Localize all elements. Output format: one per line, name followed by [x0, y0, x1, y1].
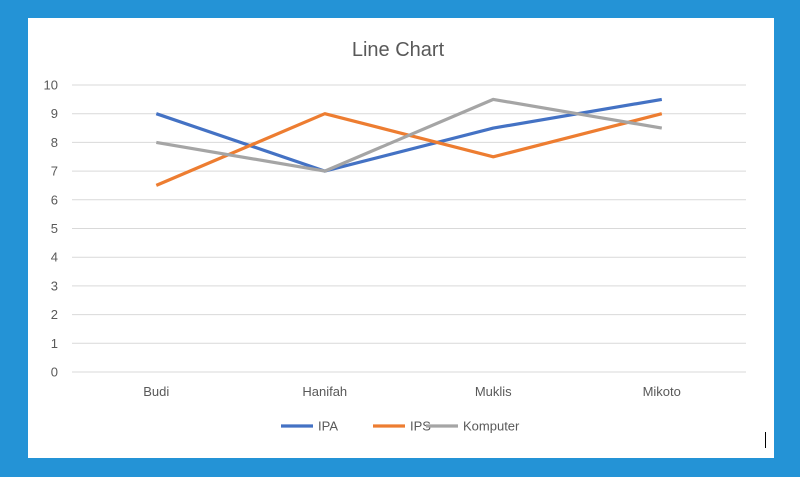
y-tick-label: 0 [51, 365, 58, 380]
chart-area[interactable]: Line Chart 0 1 2 3 4 5 6 7 8 9 10 Budi Hanifah Mukli… [28, 18, 774, 458]
legend-label-ips: IPS [410, 419, 431, 434]
legend-label-ipa: IPA [318, 419, 338, 434]
chart-title: Line Chart [352, 39, 445, 61]
y-tick-label: 6 [51, 192, 58, 207]
x-category-label: Budi [143, 384, 169, 399]
y-tick-label: 3 [51, 278, 58, 293]
y-tick-label: 4 [51, 250, 58, 265]
y-tick-label: 5 [51, 221, 58, 236]
y-tick-label: 9 [51, 106, 58, 121]
series-lines [155, 97, 663, 187]
legend: IPA IPS Komputer [281, 419, 520, 434]
y-tick-label: 10 [44, 78, 58, 93]
series-line-komputer[interactable] [156, 97, 663, 173]
y-tick-label: 7 [51, 164, 58, 179]
y-tick-label: 2 [51, 307, 58, 322]
x-axis-category-labels: Budi Hanifah Muklis Mikoto [143, 384, 681, 399]
x-category-label: Muklis [475, 384, 512, 399]
y-tick-label: 8 [51, 135, 58, 150]
text-cursor [765, 432, 766, 448]
y-axis-tick-labels: 0 1 2 3 4 5 6 7 8 9 10 [44, 78, 58, 380]
line-chart: Line Chart 0 1 2 3 4 5 6 7 8 9 10 Budi Hanifah Mukli… [44, 39, 746, 434]
x-category-label: Hanifah [302, 384, 347, 399]
x-category-label: Mikoto [643, 384, 681, 399]
y-tick-label: 1 [51, 336, 58, 351]
legend-label-komputer: Komputer [463, 419, 520, 434]
gridlines [72, 84, 746, 373]
